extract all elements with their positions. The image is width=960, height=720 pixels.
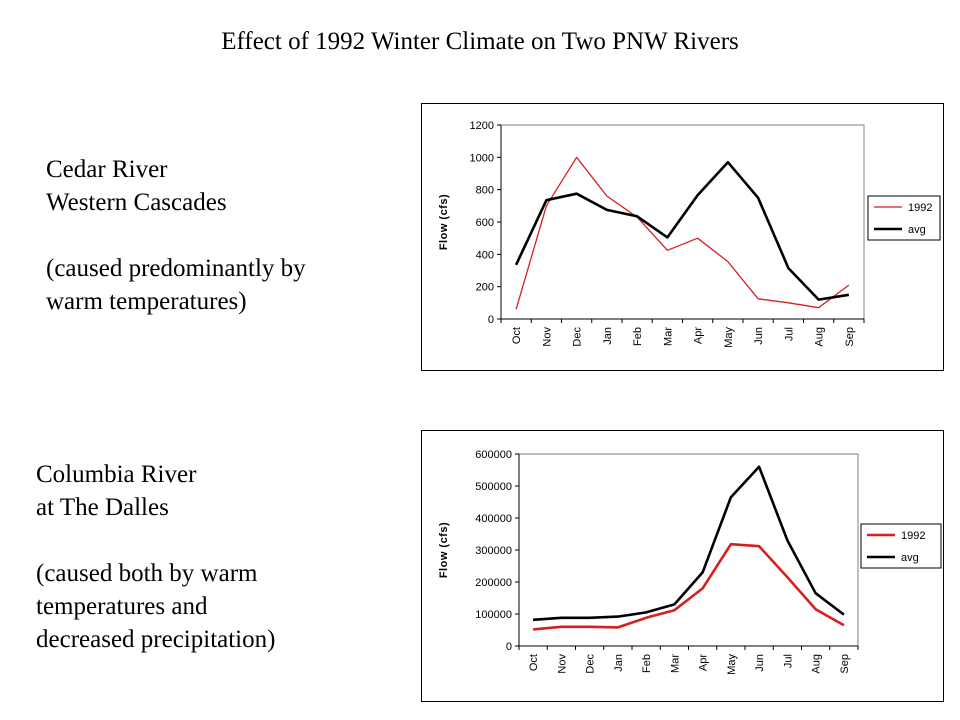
y-tick-label: 0 bbox=[506, 641, 512, 653]
x-tick-label: Aug bbox=[811, 654, 823, 674]
x-tick-label: Apr bbox=[693, 327, 705, 344]
legend-label: 1992 bbox=[901, 530, 925, 542]
x-tick-label: Oct bbox=[528, 654, 540, 671]
y-axis-label: Flow (cfs) bbox=[438, 194, 450, 250]
river-name: Cedar River bbox=[46, 156, 168, 183]
y-tick-label: 600000 bbox=[475, 449, 512, 461]
x-tick-label: Sep bbox=[839, 654, 851, 674]
x-tick-label: Apr bbox=[698, 654, 710, 671]
legend-box bbox=[867, 195, 941, 241]
columbia-river-caption: Columbia River at The Dalles (caused bot… bbox=[36, 458, 275, 656]
legend-label: avg bbox=[908, 224, 926, 236]
x-tick-label: Sep bbox=[844, 327, 856, 347]
cedar-river-chart-svg: 0 200 400 600 800 1000 1200 Oct Nov Dec Jan Feb Mar A… bbox=[438, 120, 941, 348]
y-tick-label: 100000 bbox=[475, 609, 512, 621]
x-tick-label: Nov bbox=[541, 327, 553, 347]
series-line-avg bbox=[533, 465, 845, 622]
y-tick-label: 0 bbox=[488, 314, 494, 326]
plot-area bbox=[500, 124, 865, 320]
x-tick-label: Jun bbox=[754, 654, 766, 672]
x-tick-label: Aug bbox=[814, 327, 826, 347]
x-tick-label: May bbox=[726, 654, 738, 675]
river-name: Columbia River bbox=[36, 461, 197, 488]
x-tick-label: Nov bbox=[556, 654, 568, 674]
y-tick-label: 400 bbox=[476, 249, 494, 261]
x-tick-label: Jun bbox=[753, 327, 765, 345]
legend-label: avg bbox=[901, 552, 919, 564]
cause-note-line: (caused both by warm bbox=[36, 560, 258, 587]
series-line-1992 bbox=[532, 542, 845, 631]
x-tick-label: Feb bbox=[632, 327, 644, 346]
page-title: Effect of 1992 Winter Climate on Two PNW… bbox=[221, 28, 739, 55]
series-line-avg bbox=[514, 160, 850, 301]
x-tick-label: Dec bbox=[572, 327, 584, 347]
y-tick-label: 600 bbox=[476, 217, 494, 229]
legend-box bbox=[860, 523, 942, 569]
columbia-river-chart: 0 100000 200000 300000 400000 500000 600000 Oct… bbox=[421, 430, 944, 702]
y-tick-label: 1200 bbox=[470, 120, 494, 132]
x-tick-label: Feb bbox=[641, 654, 653, 673]
y-tick-label: 1000 bbox=[470, 152, 494, 164]
series-line-1992 bbox=[515, 156, 850, 310]
x-tick-label: Oct bbox=[511, 327, 523, 344]
columbia-river-chart-svg: 0 100000 200000 300000 400000 500000 600000 Oct… bbox=[438, 449, 942, 675]
x-tick-label: Mar bbox=[669, 654, 681, 673]
cause-note-line: temperatures and bbox=[36, 593, 208, 620]
cause-note-line: decreased precipitation) bbox=[36, 626, 276, 653]
x-tick-label: Dec bbox=[585, 654, 597, 674]
y-tick-label: 200000 bbox=[475, 577, 512, 589]
cedar-river-chart: 0 200 400 600 800 1000 1200 Oct Nov Dec Jan Feb Mar A… bbox=[421, 103, 944, 371]
x-tick-label: Jul bbox=[783, 327, 795, 341]
x-tick-label: May bbox=[723, 327, 735, 348]
y-tick-label: 200 bbox=[476, 282, 494, 294]
y-tick-label: 300000 bbox=[475, 545, 512, 557]
cedar-river-caption: Cedar River Western Cascades (caused pre… bbox=[46, 153, 306, 318]
cause-note-line: (caused predominantly by bbox=[46, 255, 306, 282]
x-tick-label: Jan bbox=[613, 654, 625, 672]
y-tick-label: 500000 bbox=[475, 481, 512, 493]
x-tick-label: Mar bbox=[662, 327, 674, 346]
y-tick-label: 400000 bbox=[475, 513, 512, 525]
river-location: Western Cascades bbox=[46, 189, 227, 216]
cause-note-line: warm temperatures) bbox=[46, 288, 247, 315]
legend-label: 1992 bbox=[908, 202, 932, 214]
y-axis-label: Flow (cfs) bbox=[438, 522, 450, 578]
x-tick-label: Jan bbox=[602, 327, 614, 345]
river-location: at The Dalles bbox=[36, 494, 169, 521]
y-tick-label: 800 bbox=[476, 185, 494, 197]
x-tick-label: Jul bbox=[782, 654, 794, 668]
